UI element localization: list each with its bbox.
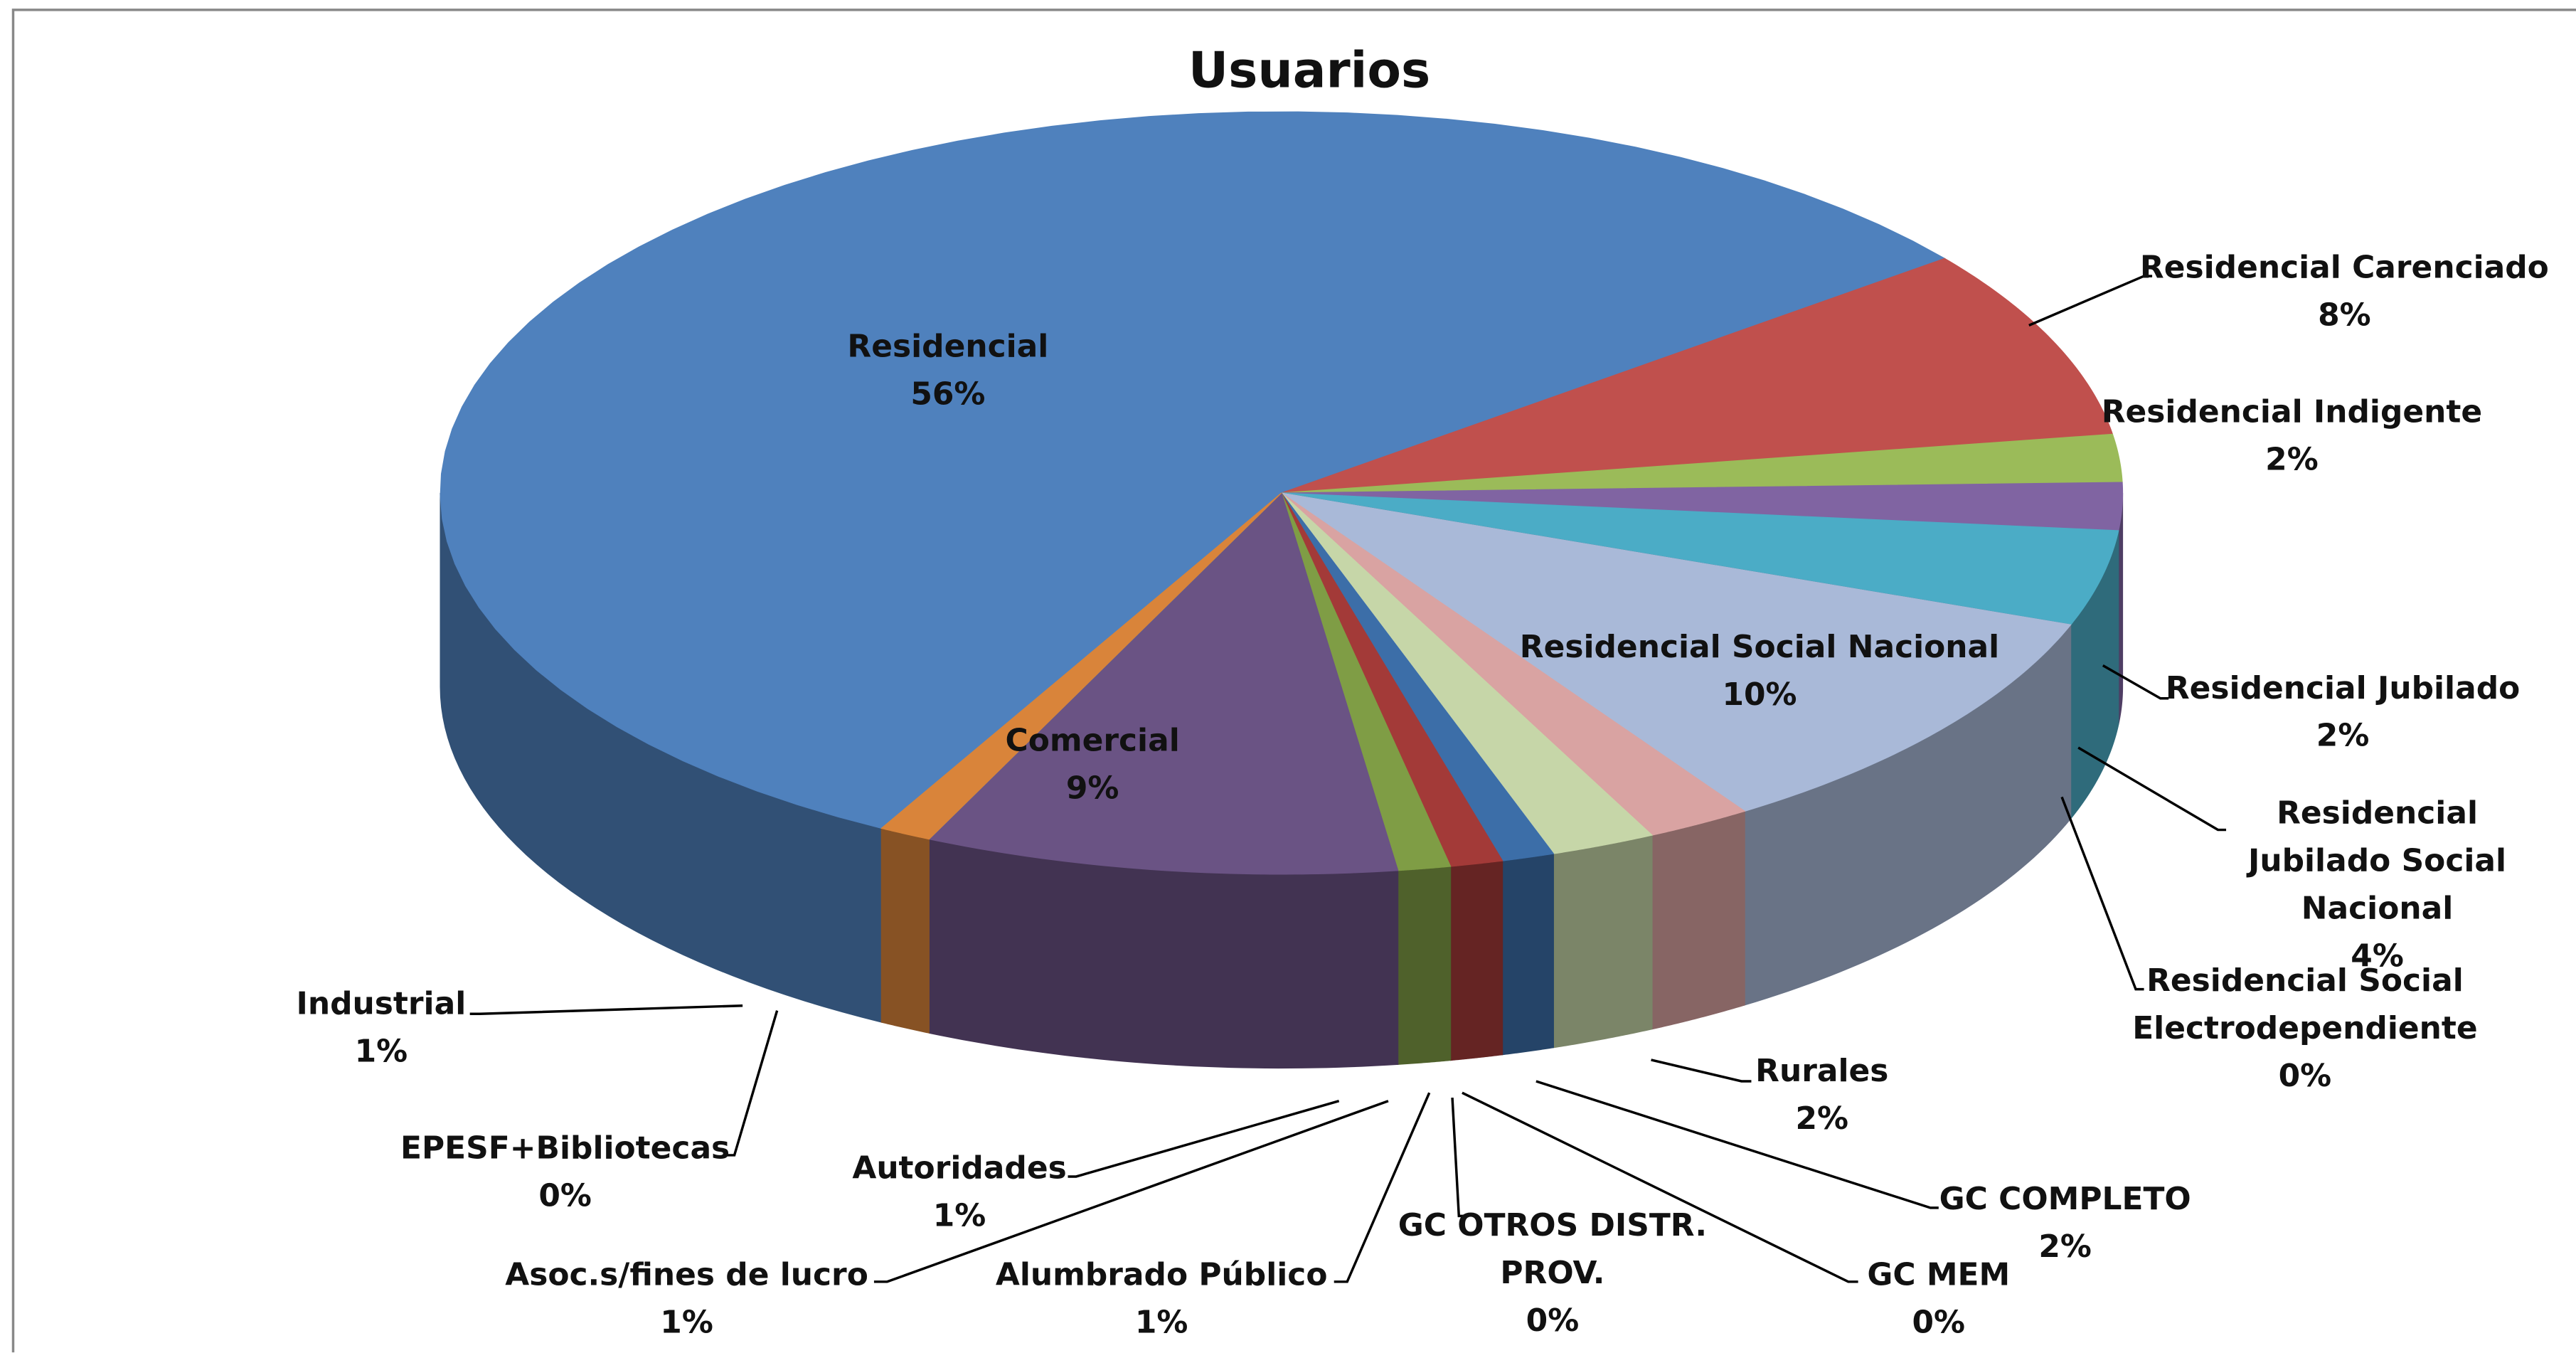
slice-side [880, 827, 930, 1034]
slice-side [1553, 834, 1653, 1049]
label-name: GC OTROS DISTR. PROV. [1398, 1207, 1708, 1292]
label-value: 2% [2038, 1229, 2092, 1266]
slice [1281, 492, 2072, 812]
label-name: Residencial Indigente [2101, 394, 2483, 431]
data-label: Residencial Social Nacional 10% [1496, 625, 2022, 720]
label-value: 2% [2316, 718, 2370, 755]
data-label: Residencial Carenciado 8% [2098, 245, 2576, 340]
data-label: EPESF+Bibliotecas 0% [351, 1125, 779, 1221]
label-value: 0% [2278, 1058, 2332, 1095]
slice [880, 492, 1282, 840]
leader-line [1536, 1080, 1939, 1209]
chart-border [11, 9, 2576, 1353]
leader-line [1451, 1097, 1467, 1218]
leader-line [2077, 746, 2227, 832]
leader-line [1651, 1058, 1752, 1083]
leader-line [2060, 796, 2144, 991]
label-name: Residencial Jubilado Social Nacional [2248, 795, 2507, 927]
data-label: GC MEM 0% [1816, 1252, 2063, 1347]
data-label: Residencial 56% [784, 324, 1112, 419]
label-value: 0% [1912, 1305, 1966, 1341]
label-value: 1% [1134, 1305, 1188, 1341]
slice [928, 492, 1399, 875]
chart-title: Usuarios [1188, 43, 1431, 100]
slice [1281, 492, 2119, 625]
leader-line [724, 1010, 779, 1157]
leader-line [2102, 664, 2169, 700]
slice-side [1398, 866, 1452, 1065]
leader-line [873, 1100, 1389, 1283]
label-name: Comercial [1005, 723, 1180, 760]
label-name: Residencial Jubilado [2165, 670, 2521, 707]
slice [1281, 492, 1555, 861]
label-name: Residencial Social Electrodependiente [2132, 962, 2478, 1047]
label-name: Rurales [1755, 1053, 1889, 1090]
data-label: Alumbrado Público 1% [948, 1252, 1375, 1347]
data-label: GC COMPLETO 2% [1901, 1177, 2230, 1272]
leader-line [469, 1004, 743, 1016]
slice-side [1502, 853, 1554, 1056]
label-value: 56% [910, 376, 986, 413]
label-name: Industrial [296, 986, 467, 1022]
label-value: 2% [2265, 442, 2319, 479]
label-value: 8% [2318, 297, 2371, 334]
slice [1281, 433, 2123, 494]
data-label: GC OTROS DISTR. PROV. 0% [1397, 1203, 1709, 1346]
label-value: 0% [538, 1178, 592, 1215]
leader-line [1068, 1100, 1340, 1178]
label-name: Asoc.s/fines de lucro [505, 1257, 868, 1293]
label-value: 1% [354, 1033, 408, 1070]
data-label: Rurales 2% [1699, 1049, 1946, 1144]
label-name: Residencial [847, 329, 1049, 365]
slice [1281, 492, 1746, 836]
label-name: GC COMPLETO [1939, 1181, 2191, 1218]
label-value: 10% [1722, 676, 1797, 713]
data-label: Residencial Indigente 2% [2045, 389, 2538, 484]
label-value: 4% [2351, 938, 2404, 975]
label-name: GC MEM [1867, 1257, 2011, 1293]
label-value: 2% [1795, 1100, 1849, 1137]
slice-side [1651, 810, 1745, 1030]
slice [1281, 492, 1452, 871]
label-value: 9% [1065, 770, 1119, 807]
label-name: Residencial Carenciado [2139, 250, 2549, 286]
slice [1281, 492, 1654, 854]
data-label: Residencial Jubilado Social Nacional 4% [2213, 790, 2542, 981]
leader-line [1462, 1091, 1858, 1283]
data-label: Residencial Jubilado 2% [2097, 666, 2576, 761]
label-name: Residencial Social Nacional [1519, 629, 2000, 666]
slice [1281, 482, 2124, 531]
label-value: 0% [1526, 1302, 1580, 1339]
slice [440, 111, 1946, 829]
label-name: Alumbrado Público [995, 1257, 1328, 1293]
data-label: Residencial Social Electrodependiente 0% [2124, 958, 2486, 1101]
data-label: Industrial 1% [258, 981, 505, 1076]
sides [440, 492, 2124, 1069]
data-label: Autoridades 1% [795, 1145, 1124, 1241]
leader-line [1334, 1092, 1431, 1283]
data-label: Asoc.s/fines de lucro 1% [473, 1252, 900, 1347]
tops [440, 111, 2124, 875]
slice [1281, 258, 2114, 494]
label-name: EPESF+Bibliotecas [400, 1130, 730, 1167]
data-label: Comercial 9% [928, 718, 1257, 813]
slice-side [1450, 860, 1503, 1061]
label-name: Autoridades [852, 1150, 1067, 1187]
label-value: 1% [932, 1197, 986, 1234]
slice [1281, 492, 1503, 867]
label-value: 1% [660, 1305, 713, 1341]
leader-line [2028, 275, 2153, 327]
